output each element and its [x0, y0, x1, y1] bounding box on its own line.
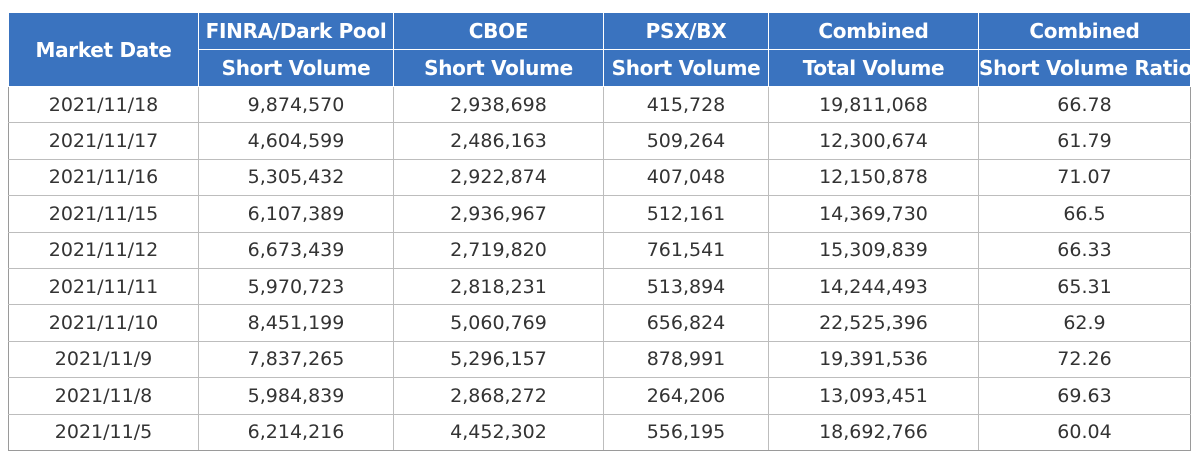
cell-market-date: 2021/11/8 — [8, 377, 199, 415]
cell-psx-short-volume: 407,048 — [603, 158, 769, 197]
table-row: 2021/11/17 4,604,599 2,486,163 509,264 12,30… — [8, 122, 1191, 160]
header-ratio-top: Combined — [978, 12, 1191, 50]
header-cboe-bottom: Short Volume — [393, 49, 604, 87]
table-row: 2021/11/18 9,874,570 2,938,698 415,728 19,81… — [8, 85, 1191, 124]
cell-finra-short-volume: 5,984,839 — [198, 377, 394, 415]
cell-short-volume-ratio: 60.04 — [978, 413, 1191, 451]
cell-short-volume-ratio: 66.5 — [978, 195, 1191, 233]
cell-psx-short-volume: 415,728 — [603, 85, 769, 124]
cell-short-volume-ratio: 65.31 — [978, 267, 1191, 306]
header-finra-top: FINRA/Dark Pool — [198, 12, 394, 50]
header-combined-bottom: Total Volume — [768, 49, 979, 87]
cell-short-volume-ratio: 62.9 — [978, 304, 1191, 342]
cell-market-date: 2021/11/12 — [8, 231, 199, 269]
cell-cboe-short-volume: 2,868,272 — [393, 377, 604, 415]
cell-combined-total-volume: 19,811,068 — [768, 85, 979, 124]
cell-short-volume-ratio: 71.07 — [978, 158, 1191, 197]
cell-finra-short-volume: 7,837,265 — [198, 340, 394, 379]
cell-cboe-short-volume: 2,936,967 — [393, 195, 604, 233]
table-header: Market Date FINRA/Dark Pool CBOE PSX/BX … — [8, 12, 1192, 87]
cell-psx-short-volume: 556,195 — [603, 413, 769, 451]
cell-cboe-short-volume: 5,060,769 — [393, 304, 604, 342]
table-row: 2021/11/8 5,984,839 2,868,272 264,206 13,093… — [8, 377, 1191, 415]
cell-finra-short-volume: 9,874,570 — [198, 85, 394, 124]
cell-psx-short-volume: 512,161 — [603, 195, 769, 233]
header-psx-top: PSX/BX — [603, 12, 769, 50]
cell-finra-short-volume: 5,970,723 — [198, 267, 394, 306]
table-row: 2021/11/5 6,214,216 4,452,302 556,195 18,692… — [8, 413, 1191, 451]
cell-psx-short-volume: 878,991 — [603, 340, 769, 379]
table-row: 2021/11/16 5,305,432 2,922,874 407,048 12,15… — [8, 158, 1191, 197]
cell-short-volume-ratio: 69.63 — [978, 377, 1191, 415]
cell-finra-short-volume: 5,305,432 — [198, 158, 394, 197]
table-row: 2021/11/9 7,837,265 5,296,157 878,991 19,391… — [8, 340, 1191, 379]
cell-cboe-short-volume: 2,486,163 — [393, 122, 604, 160]
cell-psx-short-volume: 509,264 — [603, 122, 769, 160]
header-finra-bottom: Short Volume — [198, 49, 394, 87]
cell-finra-short-volume: 8,451,199 — [198, 304, 394, 342]
cell-psx-short-volume: 761,541 — [603, 231, 769, 269]
cell-combined-total-volume: 18,692,766 — [768, 413, 979, 451]
cell-cboe-short-volume: 2,938,698 — [393, 85, 604, 124]
header-psx-bottom: Short Volume — [603, 49, 769, 87]
table-row: 2021/11/15 6,107,389 2,936,967 512,161 14,36… — [8, 195, 1191, 233]
cell-combined-total-volume: 15,309,839 — [768, 231, 979, 269]
cell-combined-total-volume: 13,093,451 — [768, 377, 979, 415]
header-cboe-top: CBOE — [393, 12, 604, 50]
table-row: 2021/11/11 5,970,723 2,818,231 513,894 14,24… — [8, 267, 1191, 306]
table-row: 2021/11/10 8,451,199 5,060,769 656,824 22,52… — [8, 304, 1191, 342]
cell-combined-total-volume: 12,300,674 — [768, 122, 979, 160]
cell-market-date: 2021/11/10 — [8, 304, 199, 342]
short-volume-table-container: Market Date FINRA/Dark Pool CBOE PSX/BX … — [8, 12, 1192, 451]
cell-finra-short-volume: 6,214,216 — [198, 413, 394, 451]
cell-psx-short-volume: 656,824 — [603, 304, 769, 342]
cell-combined-total-volume: 14,244,493 — [768, 267, 979, 306]
table-row: 2021/11/12 6,673,439 2,719,820 761,541 15,30… — [8, 231, 1191, 269]
cell-short-volume-ratio: 72.26 — [978, 340, 1191, 379]
cell-short-volume-ratio: 66.78 — [978, 85, 1191, 124]
cell-combined-total-volume: 19,391,536 — [768, 340, 979, 379]
cell-cboe-short-volume: 2,922,874 — [393, 158, 604, 197]
cell-psx-short-volume: 513,894 — [603, 267, 769, 306]
cell-finra-short-volume: 6,107,389 — [198, 195, 394, 233]
short-volume-table: Market Date FINRA/Dark Pool CBOE PSX/BX … — [8, 12, 1192, 451]
cell-cboe-short-volume: 4,452,302 — [393, 413, 604, 451]
cell-market-date: 2021/11/9 — [8, 340, 199, 379]
cell-market-date: 2021/11/18 — [8, 85, 199, 124]
cell-market-date: 2021/11/16 — [8, 158, 199, 197]
cell-combined-total-volume: 22,525,396 — [768, 304, 979, 342]
cell-finra-short-volume: 4,604,599 — [198, 122, 394, 160]
cell-market-date: 2021/11/5 — [8, 413, 199, 451]
header-ratio-bottom: Short Volume Ratio — [978, 49, 1192, 87]
cell-market-date: 2021/11/17 — [8, 122, 199, 160]
cell-short-volume-ratio: 61.79 — [978, 122, 1191, 160]
cell-finra-short-volume: 6,673,439 — [198, 231, 394, 269]
table-body: 2021/11/18 9,874,570 2,938,698 415,728 19,81… — [8, 85, 1191, 451]
cell-market-date: 2021/11/11 — [8, 267, 199, 306]
cell-combined-total-volume: 12,150,878 — [768, 158, 979, 197]
cell-short-volume-ratio: 66.33 — [978, 231, 1191, 269]
cell-cboe-short-volume: 5,296,157 — [393, 340, 604, 379]
cell-cboe-short-volume: 2,818,231 — [393, 267, 604, 306]
cell-market-date: 2021/11/15 — [8, 195, 199, 233]
cell-psx-short-volume: 264,206 — [603, 377, 769, 415]
cell-combined-total-volume: 14,369,730 — [768, 195, 979, 233]
header-market-date: Market Date — [8, 12, 199, 87]
cell-cboe-short-volume: 2,719,820 — [393, 231, 604, 269]
header-combined-top: Combined — [768, 12, 979, 50]
